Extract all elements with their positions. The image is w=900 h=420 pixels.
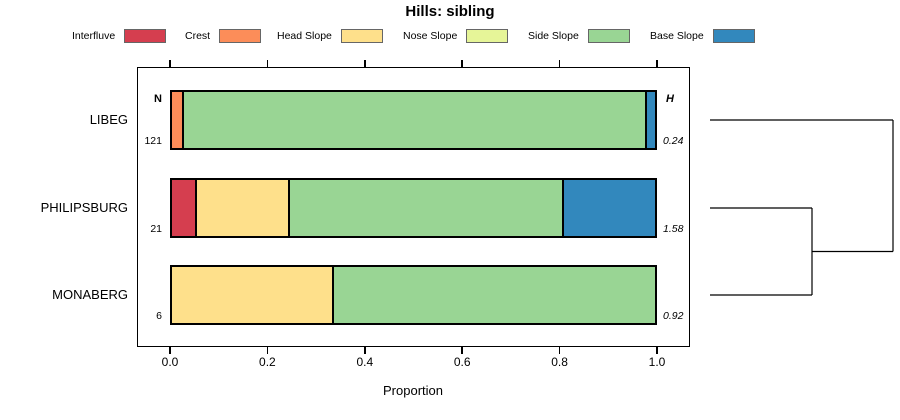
bar-row <box>170 265 657 325</box>
axis-tick-top <box>461 60 463 67</box>
h-value: 1.58 <box>663 223 684 235</box>
bar-segment <box>172 180 197 236</box>
bar-segment <box>646 92 655 148</box>
axis-tick-bottom <box>461 347 463 354</box>
axis-tick-label: 1.0 <box>648 355 666 369</box>
bar-segment <box>196 180 290 236</box>
axis-tick-top <box>169 60 171 67</box>
legend-label: Base Slope <box>650 29 704 42</box>
axis-tick-bottom <box>266 347 269 354</box>
legend-label: Side Slope <box>528 29 579 42</box>
axis-tick-top <box>656 60 658 67</box>
legend-swatch <box>712 28 755 43</box>
h-value: 0.24 <box>663 135 684 147</box>
legend-label: Nose Slope <box>403 29 458 42</box>
axis-tick-top <box>364 60 366 67</box>
bar-segment <box>289 180 565 236</box>
legend-label: Interfluve <box>72 29 116 42</box>
legend-item: Nose Slope <box>403 27 509 44</box>
legend-item: Head Slope <box>277 27 383 44</box>
bar-row <box>170 178 657 238</box>
x-axis-label: Proportion <box>383 383 443 398</box>
axis-tick-top <box>558 60 561 67</box>
axis-tick-bottom <box>169 347 171 354</box>
legend-item: Side Slope <box>528 27 630 44</box>
dendrogram <box>710 119 894 296</box>
legend-item: Interfluve <box>72 27 167 44</box>
n-column-header: N <box>154 93 162 105</box>
bar-segment <box>184 92 647 148</box>
axis-tick-bottom <box>656 347 658 354</box>
legend-item: Base Slope <box>650 27 755 44</box>
axis-tick-bottom <box>364 347 366 354</box>
legend-label: Head Slope <box>277 29 332 42</box>
axis-tick-label: 0.8 <box>551 355 568 369</box>
axis-tick-label: 0.0 <box>161 355 179 369</box>
h-value: 0.92 <box>663 310 684 322</box>
legend-swatch <box>124 28 167 43</box>
chart-title: Hills: sibling <box>405 3 495 20</box>
legend-swatch <box>219 28 262 43</box>
y-axis-label: PHILIPSBURG <box>40 200 128 215</box>
n-value: 6 <box>156 310 162 322</box>
n-value: 121 <box>144 135 162 147</box>
legend-swatch <box>466 28 509 43</box>
legend-swatch <box>340 28 383 43</box>
y-axis-label: MONABERG <box>52 287 128 302</box>
axis-tick-top <box>266 60 269 67</box>
axis-tick-bottom <box>558 347 561 354</box>
axis-tick-label: 0.2 <box>259 355 276 369</box>
bar-segment <box>172 92 185 148</box>
axis-tick-label: 0.6 <box>453 355 471 369</box>
axis-tick-label: 0.4 <box>356 355 374 369</box>
bar-row <box>170 90 657 150</box>
legend-swatch <box>587 28 630 43</box>
y-axis-label: LIBEG <box>89 112 128 127</box>
bar-segment <box>564 180 655 236</box>
legend-item: Crest <box>185 27 262 44</box>
bar-segment <box>334 267 655 323</box>
h-column-header: H <box>666 93 674 105</box>
bar-segment <box>172 267 335 323</box>
n-value: 21 <box>150 223 162 235</box>
legend-label: Crest <box>185 29 211 42</box>
